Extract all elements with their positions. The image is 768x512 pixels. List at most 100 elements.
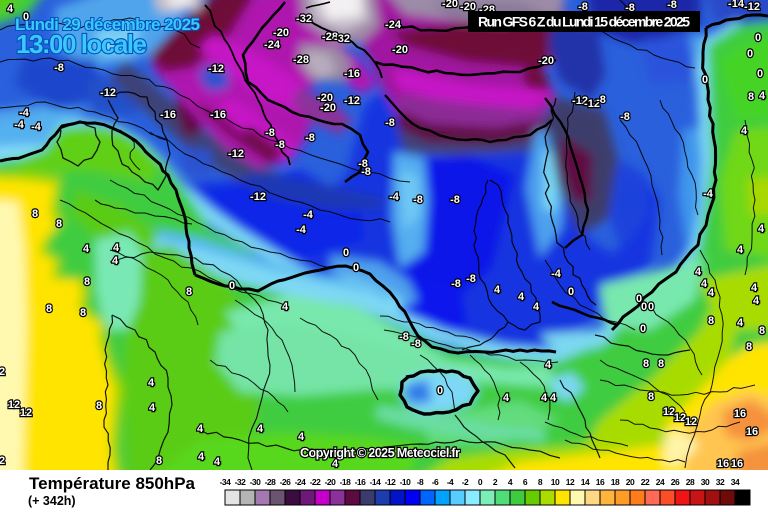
svg-text:4: 4 xyxy=(758,223,765,235)
svg-text:13:00 locale: 13:00 locale xyxy=(16,29,147,59)
svg-text:-20: -20 xyxy=(320,102,336,114)
svg-text:-12: -12 xyxy=(344,95,360,107)
svg-text:-4: -4 xyxy=(14,119,25,131)
svg-text:-16: -16 xyxy=(210,109,226,121)
svg-text:-18: -18 xyxy=(340,477,352,487)
svg-text:-2: -2 xyxy=(462,477,469,487)
svg-text:8: 8 xyxy=(746,341,752,353)
svg-text:4: 4 xyxy=(332,458,339,470)
svg-text:-8: -8 xyxy=(450,194,460,206)
svg-text:4: 4 xyxy=(759,90,766,102)
svg-text:-8: -8 xyxy=(667,0,677,11)
svg-text:-12: -12 xyxy=(100,87,116,99)
svg-text:32: 32 xyxy=(716,477,725,487)
svg-text:8: 8 xyxy=(80,307,86,319)
svg-text:4: 4 xyxy=(198,451,205,463)
svg-text:4: 4 xyxy=(113,242,120,254)
svg-text:24: 24 xyxy=(656,477,665,487)
svg-text:0: 0 xyxy=(640,323,646,335)
svg-text:0: 0 xyxy=(353,262,359,274)
svg-text:-4: -4 xyxy=(31,121,42,133)
svg-text:16: 16 xyxy=(596,477,605,487)
svg-text:8: 8 xyxy=(32,208,38,220)
svg-text:-8: -8 xyxy=(451,278,461,290)
svg-text:18: 18 xyxy=(611,477,620,487)
svg-text:-12: -12 xyxy=(744,1,760,13)
svg-text:-12: -12 xyxy=(208,63,224,75)
svg-text:-8: -8 xyxy=(275,139,285,151)
svg-text:-20: -20 xyxy=(538,55,554,67)
svg-text:4: 4 xyxy=(83,243,90,255)
svg-text:2: 2 xyxy=(0,366,5,378)
svg-text:-8: -8 xyxy=(413,194,423,206)
svg-text:12: 12 xyxy=(663,406,675,418)
svg-text:6: 6 xyxy=(523,477,528,487)
svg-text:4: 4 xyxy=(112,255,119,267)
svg-text:28: 28 xyxy=(686,477,695,487)
svg-text:12: 12 xyxy=(20,407,32,419)
svg-text:26: 26 xyxy=(671,477,680,487)
svg-text:-4: -4 xyxy=(703,188,714,200)
svg-text:-16: -16 xyxy=(355,477,367,487)
svg-text:-8: -8 xyxy=(54,62,64,74)
svg-text:16: 16 xyxy=(731,458,743,470)
svg-text:8: 8 xyxy=(643,358,649,370)
svg-text:-12: -12 xyxy=(572,95,588,107)
svg-text:-8: -8 xyxy=(265,127,275,139)
svg-text:-14: -14 xyxy=(370,477,382,487)
svg-text:0: 0 xyxy=(702,74,708,86)
svg-text:-4: -4 xyxy=(389,191,400,203)
svg-text:4: 4 xyxy=(741,125,748,137)
svg-text:-34: -34 xyxy=(220,477,232,487)
svg-text:0: 0 xyxy=(478,477,483,487)
svg-text:-20: -20 xyxy=(442,0,458,10)
svg-text:-8: -8 xyxy=(411,338,421,350)
svg-text:-20: -20 xyxy=(325,477,337,487)
svg-text:10: 10 xyxy=(551,477,560,487)
svg-text:-4: -4 xyxy=(296,224,307,236)
svg-text:4: 4 xyxy=(149,402,156,414)
svg-text:0: 0 xyxy=(747,48,753,60)
svg-text:2: 2 xyxy=(493,477,498,487)
svg-text:-8: -8 xyxy=(358,158,368,170)
svg-text:8: 8 xyxy=(156,455,162,467)
svg-text:-8: -8 xyxy=(385,117,395,129)
svg-text:8: 8 xyxy=(708,315,714,327)
svg-text:4: 4 xyxy=(541,392,548,404)
svg-text:8: 8 xyxy=(748,91,754,103)
svg-text:12: 12 xyxy=(685,416,697,428)
svg-text:4: 4 xyxy=(282,301,289,313)
svg-text:16: 16 xyxy=(734,408,746,420)
svg-text:-8: -8 xyxy=(361,166,371,178)
svg-text:Température 850hPa: Température 850hPa xyxy=(29,474,196,493)
svg-text:12: 12 xyxy=(674,412,686,424)
svg-text:8: 8 xyxy=(538,477,543,487)
svg-text:-16: -16 xyxy=(160,109,176,121)
svg-text:Lundi 29 décembre 2025: Lundi 29 décembre 2025 xyxy=(15,15,200,34)
svg-text:4: 4 xyxy=(701,278,708,290)
svg-text:0: 0 xyxy=(636,293,642,305)
svg-text:0: 0 xyxy=(229,280,235,292)
svg-text:4: 4 xyxy=(503,392,510,404)
svg-text:12: 12 xyxy=(8,399,20,411)
svg-text:-32: -32 xyxy=(334,33,350,45)
svg-text:-16: -16 xyxy=(344,68,360,80)
svg-text:8: 8 xyxy=(84,276,90,288)
svg-text:-20: -20 xyxy=(392,44,408,56)
svg-text:-32: -32 xyxy=(296,13,312,25)
svg-text:4: 4 xyxy=(737,244,744,256)
svg-text:-8: -8 xyxy=(620,111,630,123)
svg-text:-22: -22 xyxy=(310,477,322,487)
svg-text:-8: -8 xyxy=(466,273,476,285)
svg-text:12: 12 xyxy=(566,477,575,487)
svg-text:16: 16 xyxy=(746,426,758,438)
svg-text:4: 4 xyxy=(257,423,264,435)
svg-text:-32: -32 xyxy=(235,477,247,487)
svg-text:4: 4 xyxy=(708,287,715,299)
svg-text:8: 8 xyxy=(186,286,192,298)
svg-text:-4: -4 xyxy=(19,107,30,119)
svg-text:34: 34 xyxy=(731,477,740,487)
svg-text:-28: -28 xyxy=(265,477,277,487)
svg-text:-8: -8 xyxy=(578,1,588,13)
svg-text:-6: -6 xyxy=(432,477,439,487)
